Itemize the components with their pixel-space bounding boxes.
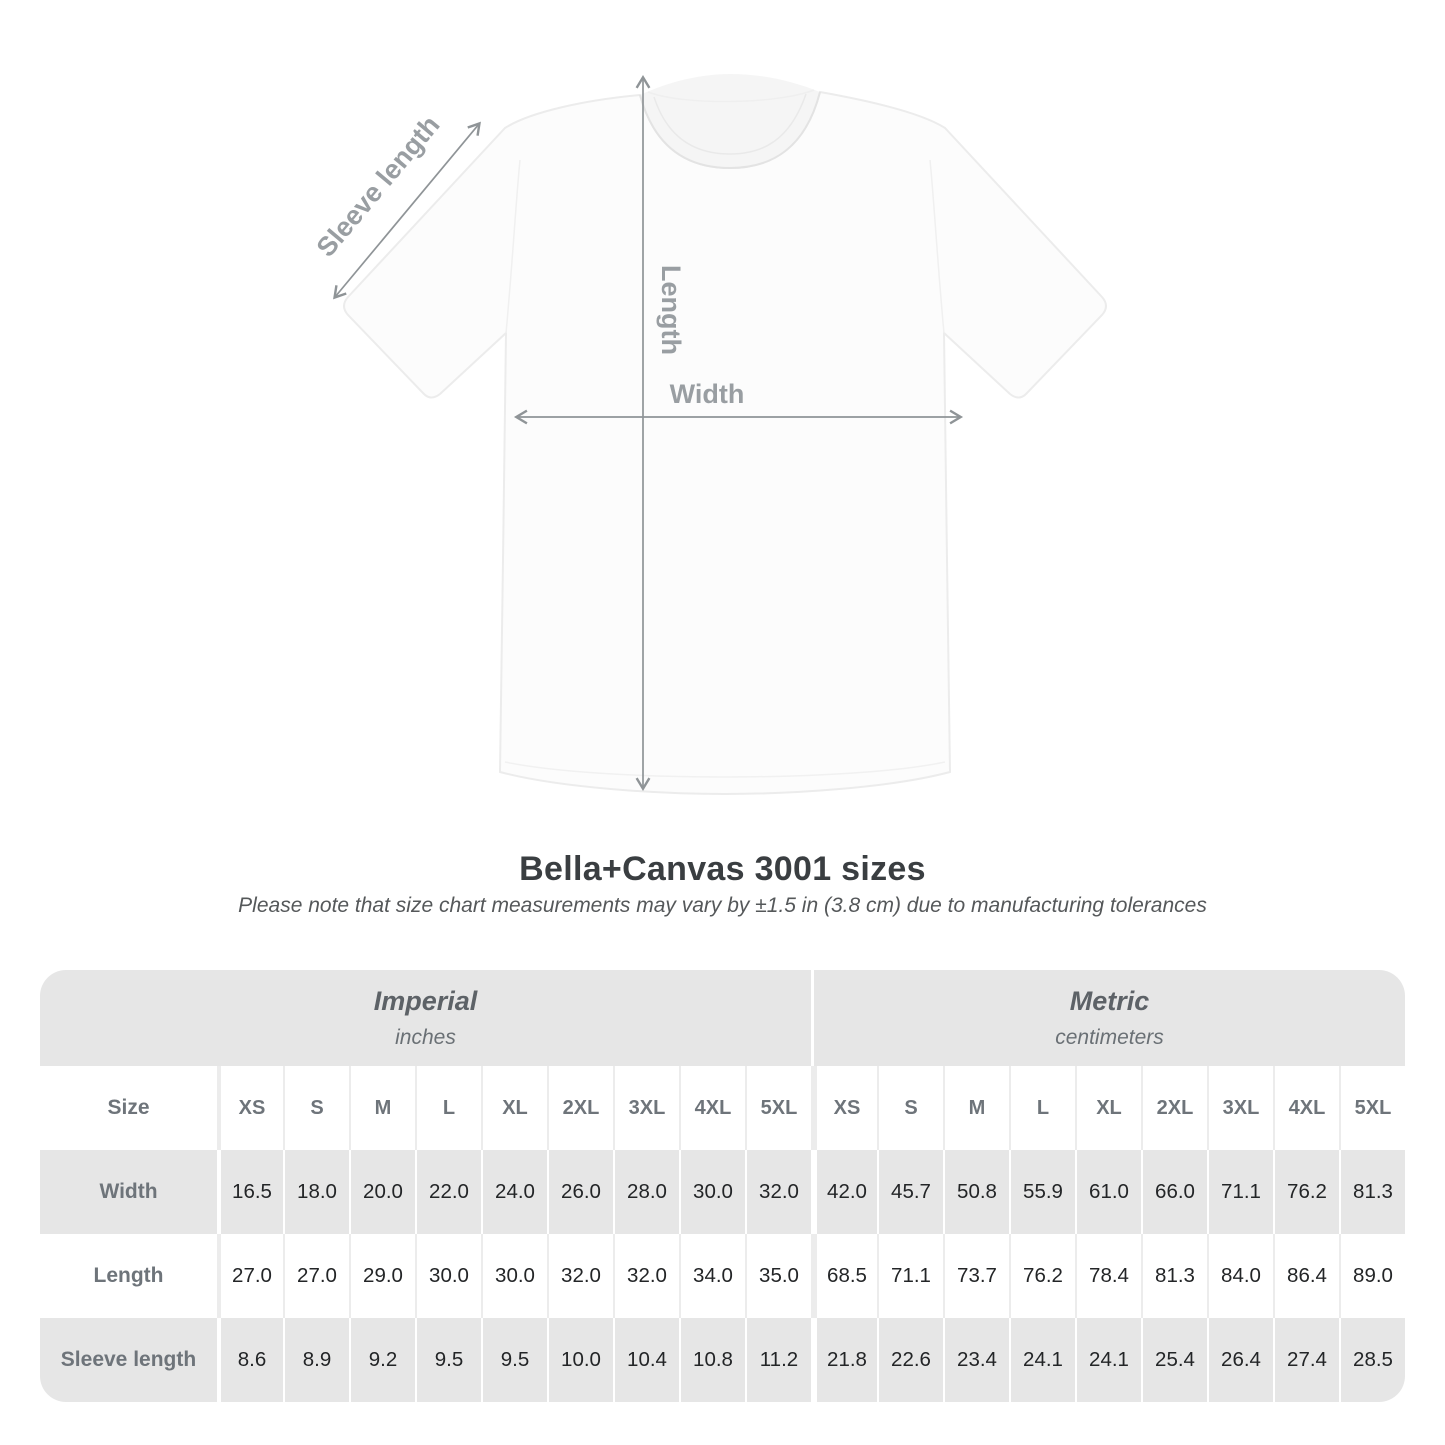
size-cell: 4XL (1273, 1066, 1339, 1150)
tshirt-graphic (343, 74, 1107, 796)
size-cell: M (349, 1066, 415, 1150)
size-cell: 5XL (745, 1066, 811, 1150)
value-cell: 26.0 (547, 1150, 613, 1234)
value-cell: 68.5 (811, 1234, 877, 1318)
value-cell: 30.0 (415, 1234, 481, 1318)
imperial-title: Imperial (373, 986, 478, 1016)
size-cell: 5XL (1339, 1066, 1405, 1150)
value-cell: 34.0 (679, 1234, 745, 1318)
size-column-header: Size (107, 1096, 150, 1119)
value-cell: 66.0 (1141, 1150, 1207, 1234)
value-cell: 25.4 (1141, 1318, 1207, 1402)
size-cell: 4XL (679, 1066, 745, 1150)
value-cell: 26.4 (1207, 1318, 1273, 1402)
size-cell: S (283, 1066, 349, 1150)
value-cell: 84.0 (1207, 1234, 1273, 1318)
sleeve-length-row: Sleeve length 8.6 8.9 9.2 9.5 9.5 10.0 10.4 10.… (40, 1318, 1405, 1402)
value-cell: 50.8 (943, 1150, 1009, 1234)
collar-opening (640, 74, 820, 168)
value-cell: 24.1 (1075, 1318, 1141, 1402)
value-cell: 22.6 (877, 1318, 943, 1402)
value-cell: 76.2 (1273, 1150, 1339, 1234)
size-cell: XS (217, 1066, 283, 1150)
size-cell: S (877, 1066, 943, 1150)
value-cell: 35.0 (745, 1234, 811, 1318)
value-cell: 27.0 (283, 1234, 349, 1318)
size-cell: XL (1075, 1066, 1141, 1150)
value-cell: 10.4 (613, 1318, 679, 1402)
value-cell: 24.0 (481, 1150, 547, 1234)
page-subtitle: Please note that size chart measurements… (238, 894, 1207, 917)
row-label: Length (93, 1264, 164, 1287)
value-cell: 32.0 (547, 1234, 613, 1318)
value-cell: 27.4 (1273, 1318, 1339, 1402)
size-cell: L (415, 1066, 481, 1150)
page-title: Bella+Canvas 3001 sizes (519, 850, 926, 888)
size-cell: XS (811, 1066, 877, 1150)
value-cell: 30.0 (481, 1234, 547, 1318)
length-row: Length 27.0 27.0 29.0 30.0 30.0 32.0 32.0 34.0 3… (40, 1234, 1405, 1318)
imperial-unit: inches (395, 1026, 456, 1049)
value-cell: 71.1 (1207, 1150, 1273, 1234)
size-cell: 3XL (613, 1066, 679, 1150)
units-header-row: Imperial inches Metric centimeters (40, 970, 1405, 1066)
value-cell: 81.3 (1141, 1234, 1207, 1318)
width-row: Width 16.5 18.0 20.0 22.0 24.0 26.0 28.0 30.0 32… (40, 1150, 1405, 1234)
value-cell: 9.5 (415, 1318, 481, 1402)
value-cell: 9.2 (349, 1318, 415, 1402)
size-cell: M (943, 1066, 1009, 1150)
size-cell: 3XL (1207, 1066, 1273, 1150)
value-cell: 78.4 (1075, 1234, 1141, 1318)
value-cell: 86.4 (1273, 1234, 1339, 1318)
row-label: Sleeve length (60, 1348, 197, 1371)
size-cell: XL (481, 1066, 547, 1150)
size-cell: 2XL (547, 1066, 613, 1150)
value-cell: 61.0 (1075, 1150, 1141, 1234)
value-cell: 28.0 (613, 1150, 679, 1234)
metric-unit: centimeters (1055, 1026, 1164, 1049)
value-cell: 10.8 (679, 1318, 745, 1402)
length-label: Length (656, 265, 686, 355)
value-cell: 21.8 (811, 1318, 877, 1402)
metric-title: Metric (1069, 986, 1150, 1016)
imperial-header: Imperial inches (40, 970, 811, 1066)
value-cell: 20.0 (349, 1150, 415, 1234)
value-cell: 11.2 (745, 1318, 811, 1402)
value-cell: 76.2 (1009, 1234, 1075, 1318)
value-cell: 22.0 (415, 1150, 481, 1234)
tshirt-measurement-diagram: Sleeve length Length Width (311, 74, 1107, 796)
value-cell: 71.1 (877, 1234, 943, 1318)
size-cell: L (1009, 1066, 1075, 1150)
value-cell: 18.0 (283, 1150, 349, 1234)
value-cell: 9.5 (481, 1318, 547, 1402)
value-cell: 32.0 (745, 1150, 811, 1234)
value-cell: 16.5 (217, 1150, 283, 1234)
value-cell: 29.0 (349, 1234, 415, 1318)
value-cell: 23.4 (943, 1318, 1009, 1402)
size-cell: 2XL (1141, 1066, 1207, 1150)
value-cell: 81.3 (1339, 1150, 1405, 1234)
value-cell: 8.6 (217, 1318, 283, 1402)
value-cell: 32.0 (613, 1234, 679, 1318)
row-label: Width (99, 1180, 158, 1203)
size-header-row: Size XS S M L XL 2XL 3XL 4XL 5XL XS S M L XL 2XL 3XL 4XL… (40, 1066, 1405, 1150)
value-cell: 8.9 (283, 1318, 349, 1402)
value-cell: 24.1 (1009, 1318, 1075, 1402)
value-cell: 73.7 (943, 1234, 1009, 1318)
value-cell: 30.0 (679, 1150, 745, 1234)
value-cell: 28.5 (1339, 1318, 1405, 1402)
sleeve-length-arrow (333, 121, 481, 300)
value-cell: 45.7 (877, 1150, 943, 1234)
value-cell: 10.0 (547, 1318, 613, 1402)
size-table: Imperial inches Metric centimeters Size … (40, 970, 1405, 1402)
value-cell: 42.0 (811, 1150, 877, 1234)
metric-header: Metric centimeters (811, 970, 1405, 1066)
value-cell: 27.0 (217, 1234, 283, 1318)
value-cell: 89.0 (1339, 1234, 1405, 1318)
value-cell: 55.9 (1009, 1150, 1075, 1234)
width-label: Width (670, 379, 745, 409)
